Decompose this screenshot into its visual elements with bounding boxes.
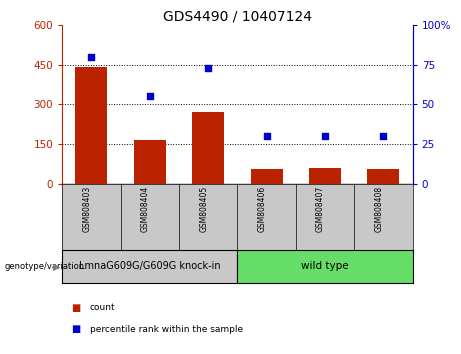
Bar: [75, 67, 107, 184]
Text: LmnaG609G/G609G knock-in: LmnaG609G/G609G knock-in: [79, 261, 221, 272]
Text: count: count: [90, 303, 116, 313]
Bar: [134, 140, 166, 184]
Text: GSM808404: GSM808404: [141, 185, 150, 232]
Text: ■: ■: [71, 303, 81, 313]
Point: [205, 65, 212, 70]
Text: ■: ■: [71, 324, 81, 334]
Text: wild type: wild type: [301, 261, 349, 272]
Text: percentile rank within the sample: percentile rank within the sample: [90, 325, 243, 334]
Text: GSM808408: GSM808408: [374, 185, 384, 232]
Bar: [251, 170, 283, 184]
Text: GSM808407: GSM808407: [316, 185, 325, 232]
Point: [263, 133, 270, 139]
Title: GDS4490 / 10407124: GDS4490 / 10407124: [163, 10, 312, 24]
Text: GSM808405: GSM808405: [199, 185, 208, 232]
Bar: [192, 113, 225, 184]
Text: ▶: ▶: [53, 261, 60, 272]
Bar: [367, 170, 399, 184]
Text: GSM808403: GSM808403: [83, 185, 91, 232]
Point: [380, 133, 387, 139]
Point: [88, 54, 95, 59]
Point: [146, 93, 154, 99]
Point: [321, 133, 329, 139]
Text: genotype/variation: genotype/variation: [5, 262, 85, 271]
Bar: [309, 168, 341, 184]
Text: GSM808406: GSM808406: [258, 185, 266, 232]
